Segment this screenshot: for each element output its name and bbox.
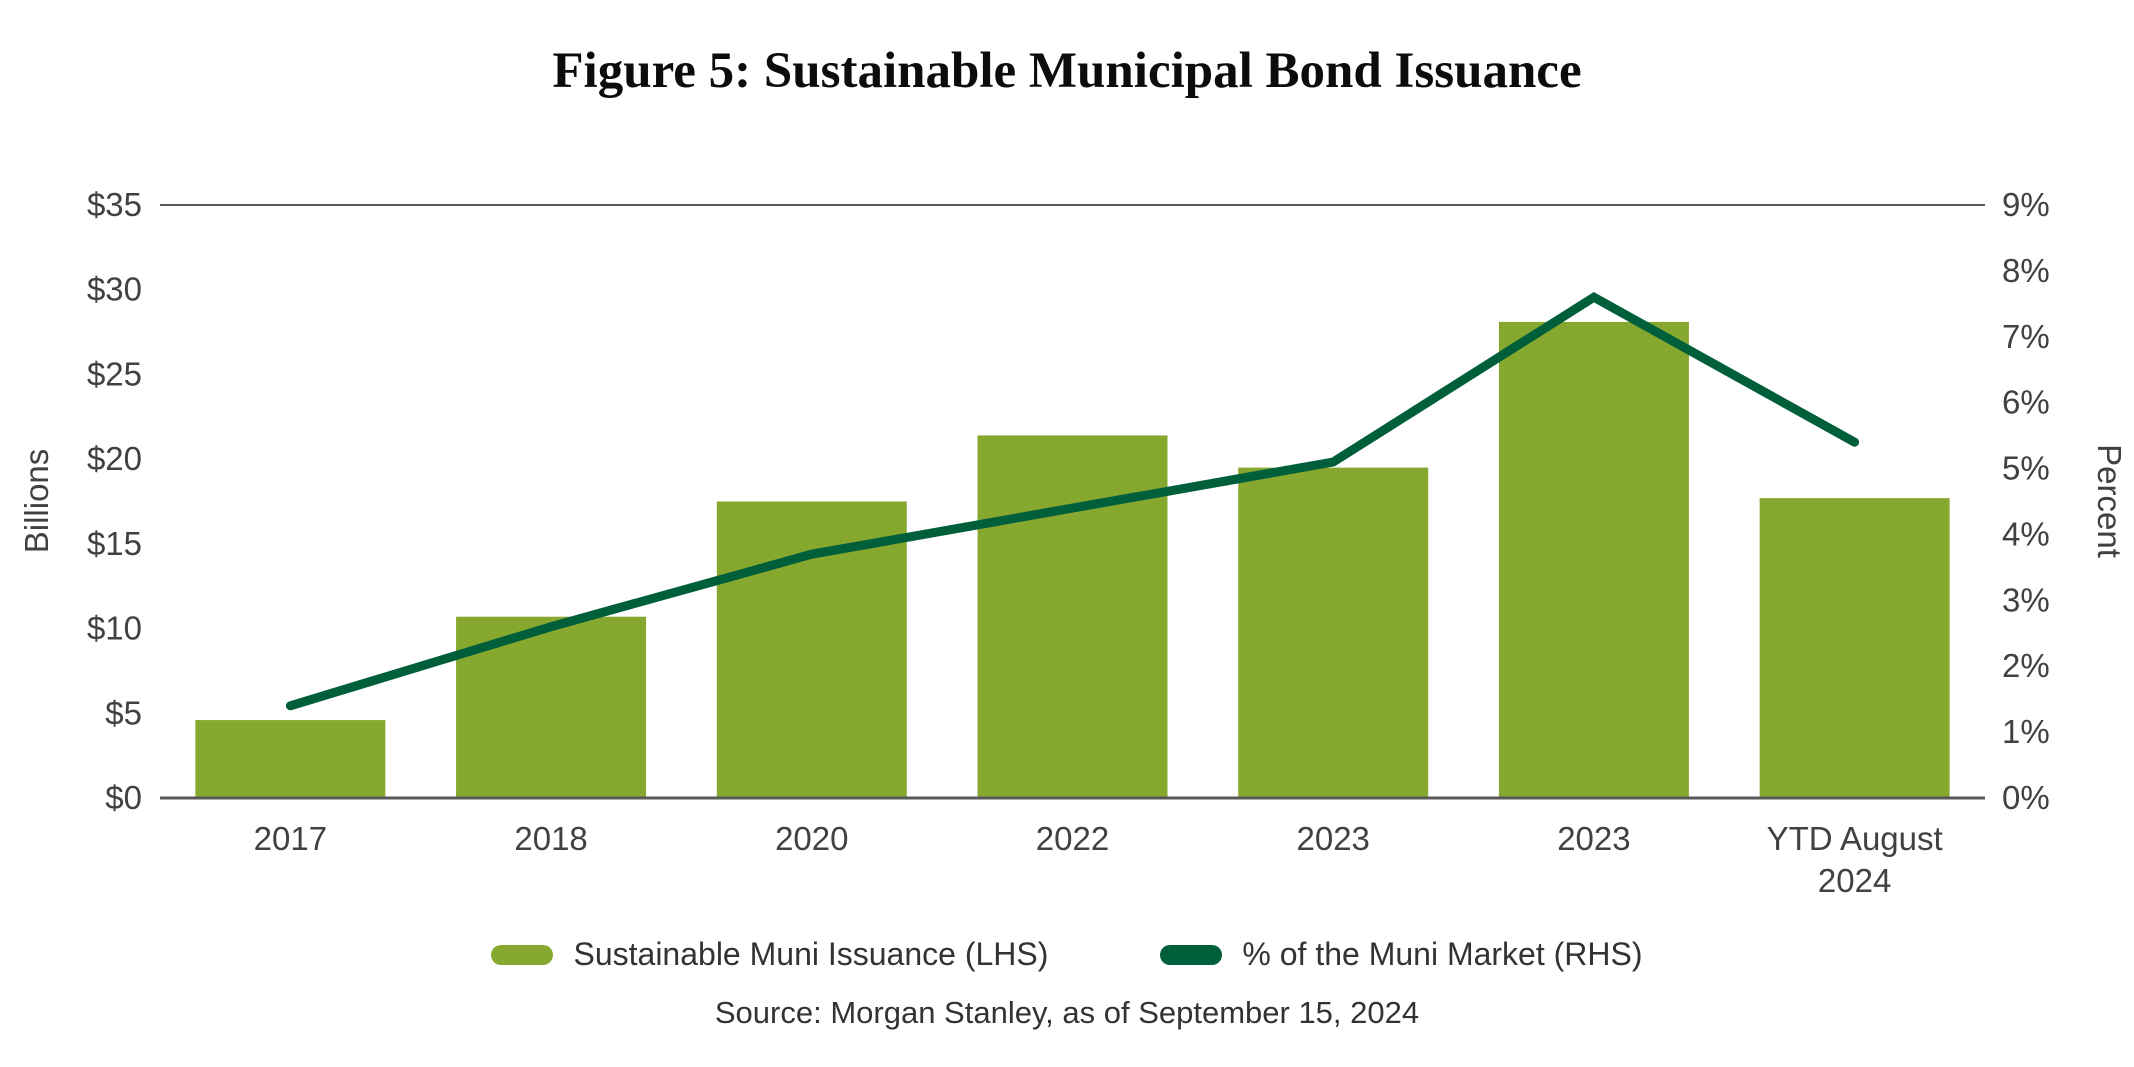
left-tick-0: $0 [105,779,142,816]
bar-2017 [195,720,386,798]
x-label-2: 2020 [775,820,848,857]
left-tick-20: $20 [87,440,142,477]
bar-2023 [1498,321,1689,798]
legend: Sustainable Muni Issuance (LHS) % of the… [0,936,2134,973]
line-series-label: % of the Muni Market (RHS) [1242,936,1643,972]
left-tick-30: $30 [87,271,142,308]
right-tick-6: 6% [2002,384,2050,421]
legend-item-line-series: % of the Muni Market (RHS) [1160,936,1643,973]
x-label-0: 2017 [254,820,327,857]
bar-series-label: Sustainable Muni Issuance (LHS) [573,936,1049,972]
left-axis-title: Billions [18,449,55,554]
bar-ytd-august-2024 [1759,498,1950,798]
muni-market-line [285,291,1860,711]
right-tick-3: 3% [2002,581,2050,618]
source-note: Source: Morgan Stanley, as of September … [714,995,1420,1030]
right-tick-9: 9% [2002,186,2050,223]
plot-generated-content: $0 $5 $10 $15 $20 $25 $30 $35 0% 1% 2% 3% 4% 5% 6% 7% 8%… [87,186,2050,899]
x-label-6: YTD August 2024 [1767,820,1943,899]
right-tick-1: 1% [2002,713,2050,750]
left-tick-25: $25 [87,355,142,392]
chart-title: Figure 5: Sustainable Municipal Bond Iss… [552,43,1582,99]
right-axis-title: Percent [2091,444,2128,558]
right-tick-5: 5% [2002,450,2050,487]
bar-2022 [977,435,1168,798]
left-tick-35: $35 [87,186,142,223]
right-tick-8: 8% [2002,252,2050,289]
bar-series-swatch-icon [491,944,554,965]
x-label-5: 2023 [1557,820,1630,857]
legend-item-bar-series: Sustainable Muni Issuance (LHS) [491,936,1048,973]
right-tick-7: 7% [2002,318,2050,355]
right-tick-2: 2% [2002,647,2050,684]
left-tick-10: $10 [87,610,142,647]
x-label-1: 2018 [514,820,587,857]
x-label-3: 2022 [1036,820,1109,857]
right-tick-0: 0% [2002,779,2050,816]
left-tick-15: $15 [87,525,142,562]
x-label-4: 2023 [1297,820,1370,857]
bar-2023 [1238,467,1429,798]
left-tick-5: $5 [105,694,142,731]
line-series-swatch-icon [1160,944,1223,965]
right-tick-4: 4% [2002,515,2050,552]
